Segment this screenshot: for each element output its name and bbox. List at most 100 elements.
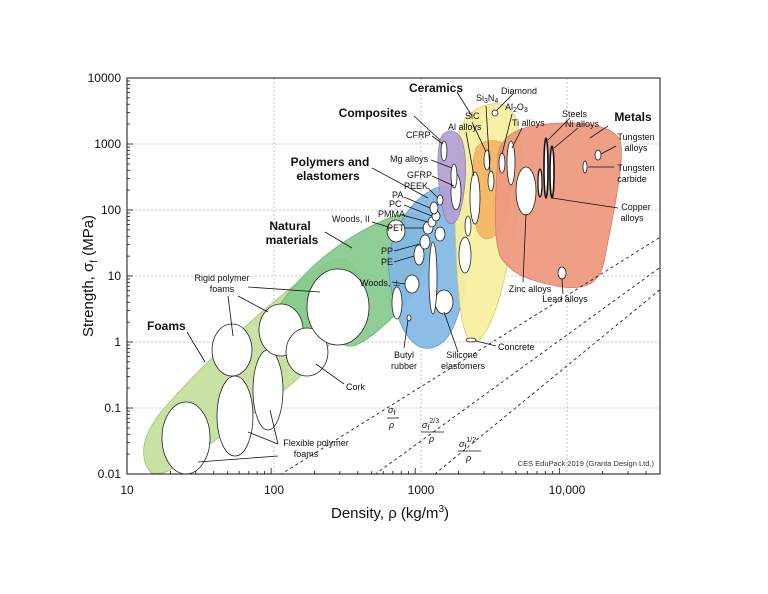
leader-tungsten [600, 145, 617, 155]
bubble-butyl-small [406, 314, 412, 322]
leader-flex-a [247, 431, 279, 445]
label-si3n4-a: Si [476, 93, 484, 103]
bubble-diamond [491, 109, 499, 117]
leader-rigid-b [237, 295, 269, 313]
y-tick-label-10000: 10000 [88, 71, 122, 85]
label-al: Al alloys [448, 122, 482, 132]
y-tick-label-1000: 1000 [94, 137, 121, 151]
label-flex-foams-1: Flexible polymer [283, 438, 349, 448]
label-natural-1: Natural [269, 219, 310, 233]
label-natural-2: materials [266, 233, 319, 247]
g1-sub: f [393, 410, 395, 417]
label-si3n4-sub2: 4 [494, 98, 498, 105]
leader-ti [511, 127, 523, 149]
label-si3n4-b: N [488, 93, 495, 103]
bubble-ni [549, 145, 555, 199]
g2-top: σ [422, 420, 428, 430]
bubble-steels [543, 137, 549, 199]
bubble-lead [557, 266, 567, 280]
label-foams: Foams [147, 319, 186, 333]
label-pet: PET [387, 223, 405, 233]
x-tick-label-10000: 10,000 [549, 483, 586, 497]
leader-rigid-a [227, 295, 234, 337]
bubble-butyl [391, 286, 403, 320]
leader-cork [315, 363, 345, 385]
guide-label-3-top: σf1/2 [459, 437, 476, 451]
label-al2o3: Al2O3 [505, 102, 528, 114]
label-steels: Steels [562, 109, 588, 119]
leader-woods-ll [371, 221, 393, 229]
bubble-sic [483, 149, 491, 171]
leader-ceramics [456, 91, 473, 117]
label-ceramics: Ceramics [409, 81, 463, 95]
x-axis-title: Density, ρ (kg/m3) [331, 504, 449, 522]
guide-label-2-bottom: ρ [428, 434, 434, 444]
leader-lines [186, 91, 619, 463]
label-pe: PE [381, 257, 393, 267]
guide-lines [280, 236, 660, 474]
leader-metals [589, 125, 609, 139]
bubble-elastomer-tall [428, 241, 438, 315]
leader-copper [551, 197, 619, 209]
label-butyl-2: rubber [391, 361, 417, 371]
label-pa: PA [392, 190, 403, 200]
bubble-flexible-foam-mid [216, 375, 254, 457]
label-lead: Lead alloys [542, 294, 588, 304]
label-tungsten-2: alloys [624, 143, 648, 153]
label-woods-perp: Woods, ⊥ [360, 278, 401, 288]
y-tick-label-0.1: 0.1 [104, 401, 121, 415]
guide-line-1-2 [434, 289, 660, 474]
guide-label-3-bottom: ρ [465, 453, 471, 463]
label-ti: Ti alloys [512, 118, 545, 128]
bubble-si3n4 [487, 170, 495, 192]
y-axis-title-sub: f [89, 260, 100, 263]
y-axis-title-end: (MPa) [80, 215, 97, 260]
bubble-pp [419, 234, 431, 250]
leader-flex-c [197, 455, 279, 463]
label-copper-2: alloys [620, 213, 644, 223]
label-composites: Composites [339, 106, 408, 120]
leader-peek [427, 187, 439, 199]
x-tick-labels: 10 100 1000 10,000 [120, 483, 585, 497]
leader-zinc [522, 213, 527, 283]
leader-sic [471, 121, 487, 153]
bubble-mg [450, 163, 458, 189]
leader-cfrp [431, 135, 444, 145]
leader-al2o3 [501, 113, 513, 155]
label-polymers-2: elastomers [296, 169, 360, 183]
leader-woods-perp [391, 281, 406, 285]
leader-concrete [475, 340, 497, 347]
bubble-polymer-small [434, 226, 446, 242]
leader-polymers [371, 167, 429, 199]
bubble-flexible-foam-large [161, 401, 211, 474]
bubble-pa [429, 201, 439, 215]
label-al2o3-sub2: 3 [524, 107, 528, 114]
bubble-glass-a [458, 236, 472, 274]
label-cork: Cork [346, 382, 366, 392]
label-zinc: Zinc alloys [509, 284, 552, 294]
guide-labels: σf ρ σf2/3 ρ σf1/2 ρ [387, 405, 481, 463]
leader-lead [561, 278, 564, 295]
g2-sub: f [427, 425, 429, 432]
label-sic: SiC [465, 111, 480, 121]
label-copper-1: Copper [621, 202, 651, 212]
g3-top: σ [459, 439, 465, 449]
label-al2o3-sub1: 2 [513, 107, 517, 114]
label-polymers-1: Polymers and [291, 155, 370, 169]
x-axis-title-end: ) [444, 505, 449, 522]
label-flex-foams-2: foams [294, 449, 319, 459]
x-tick-label-100: 100 [264, 483, 284, 497]
label-wc-2: carbide [617, 174, 647, 184]
label-diamond: Diamond [501, 86, 537, 96]
bubble-ti [506, 140, 516, 186]
bubble-zinc [515, 166, 537, 216]
bubble-cork [285, 327, 329, 377]
y-axis-title: Strength, σf (MPa) [80, 215, 100, 337]
bubble-glass-b [464, 215, 472, 237]
bubble-rigid-foam-large [306, 268, 370, 346]
bubble-tungsten-carbide [582, 160, 588, 174]
bubble-cfrp [440, 140, 448, 162]
x-axis-title-sup: 3 [438, 504, 444, 515]
bubble-copper [537, 168, 543, 198]
leader-pc [403, 204, 433, 217]
